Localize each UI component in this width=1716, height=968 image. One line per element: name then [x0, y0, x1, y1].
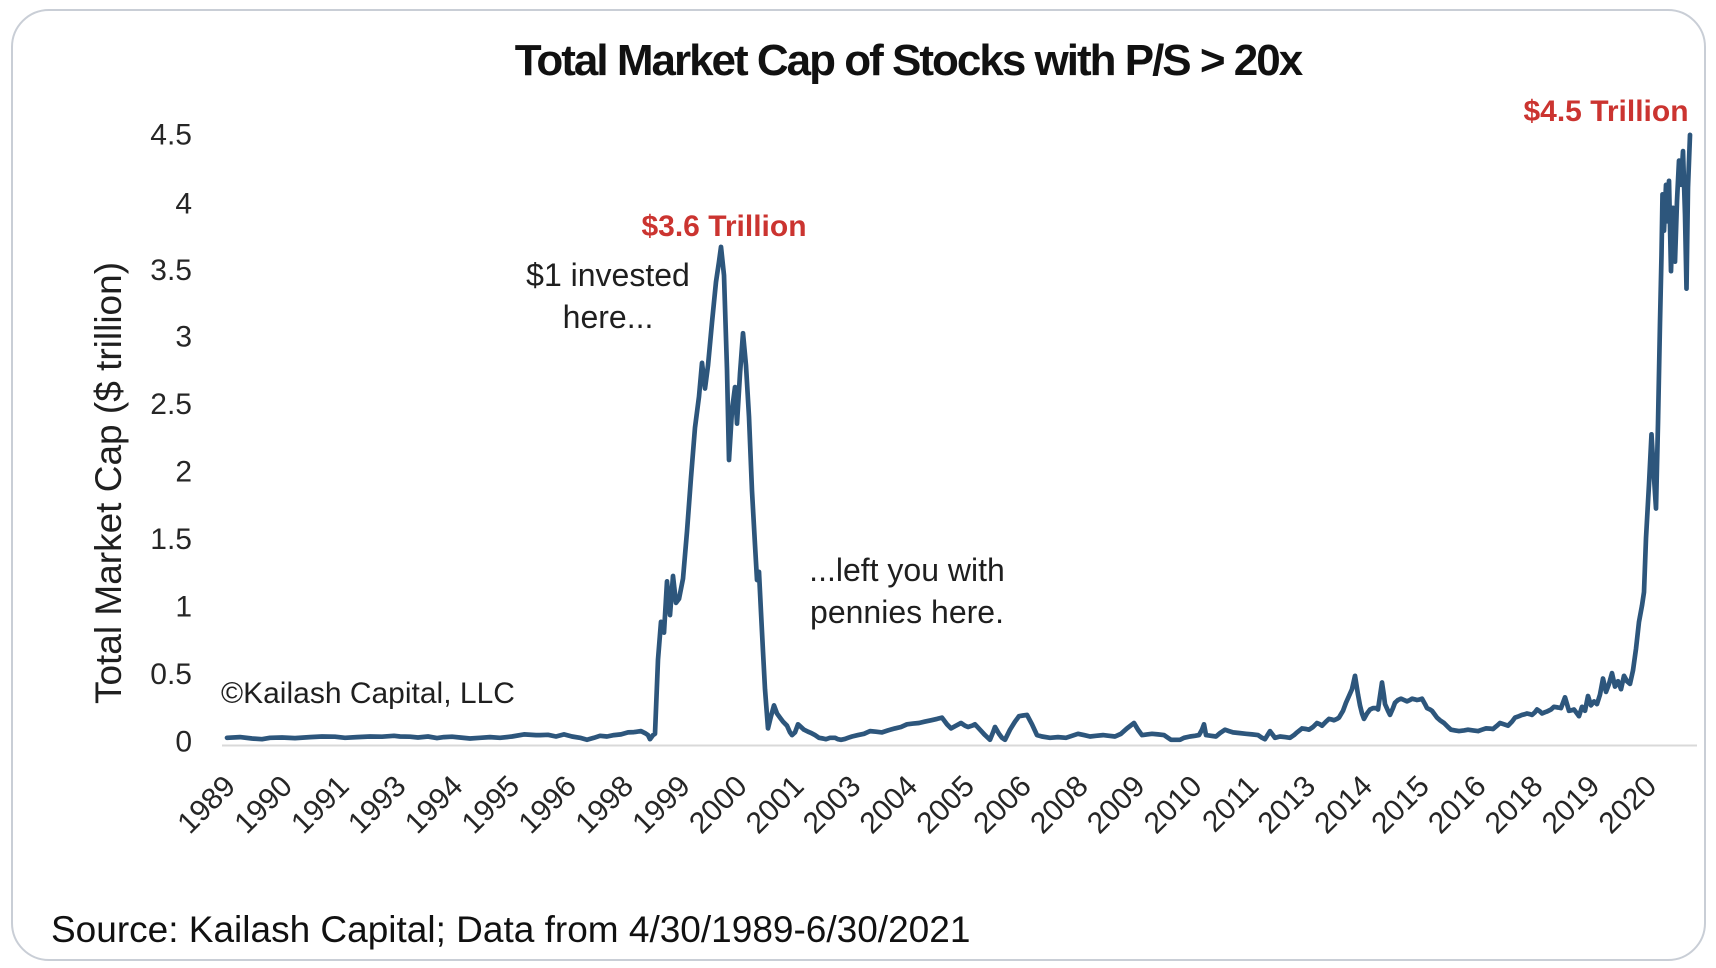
svg-text:Total Market Cap of Stocks wit: Total Market Cap of Stocks with P/S > 20… [515, 36, 1304, 85]
svg-text:2004: 2004 [854, 770, 925, 841]
svg-text:1991: 1991 [285, 770, 356, 841]
svg-text:2013: 2013 [1252, 770, 1323, 841]
svg-text:2006: 2006 [967, 770, 1038, 841]
svg-text:$4.5 Trillion: $4.5 Trillion [1523, 95, 1688, 128]
svg-text:3.5: 3.5 [150, 254, 192, 287]
svg-text:Total Market Cap ($ trillion): Total Market Cap ($ trillion) [88, 262, 129, 704]
svg-text:2011: 2011 [1196, 770, 1265, 839]
svg-text:2.5: 2.5 [150, 388, 192, 421]
svg-text:2003: 2003 [797, 770, 868, 841]
svg-text:0: 0 [175, 725, 192, 758]
svg-text:2019: 2019 [1536, 770, 1607, 841]
svg-text:©Kailash Capital, LLC: ©Kailash Capital, LLC [221, 677, 515, 710]
svg-text:3: 3 [175, 321, 192, 354]
svg-text:1: 1 [175, 591, 192, 624]
svg-text:2016: 2016 [1422, 770, 1493, 841]
svg-text:1999: 1999 [626, 770, 697, 841]
svg-text:1998: 1998 [569, 770, 640, 841]
svg-text:1995: 1995 [456, 770, 527, 841]
svg-text:2: 2 [175, 456, 192, 489]
svg-text:1990: 1990 [228, 770, 299, 841]
svg-text:0.5: 0.5 [150, 658, 192, 691]
svg-text:4.5: 4.5 [150, 118, 192, 151]
svg-text:1994: 1994 [399, 770, 470, 841]
svg-text:Source: Kailash Capital; Data: Source: Kailash Capital; Data from 4/30/… [51, 909, 970, 950]
svg-text:$3.6 Trillion: $3.6 Trillion [641, 210, 806, 243]
svg-text:here...: here... [563, 299, 654, 335]
svg-text:2009: 2009 [1081, 770, 1152, 841]
svg-text:2000: 2000 [683, 770, 754, 841]
svg-text:2020: 2020 [1593, 770, 1664, 841]
svg-text:2014: 2014 [1308, 770, 1379, 841]
svg-text:2001: 2001 [740, 770, 811, 841]
svg-text:pennies here.: pennies here. [810, 594, 1004, 630]
svg-text:2008: 2008 [1024, 770, 1095, 841]
svg-text:2015: 2015 [1365, 770, 1436, 841]
svg-text:1993: 1993 [342, 770, 413, 841]
svg-text:...left you with: ...left you with [809, 552, 1005, 588]
svg-text:2010: 2010 [1138, 770, 1209, 841]
svg-text:2005: 2005 [911, 770, 982, 841]
svg-text:1.5: 1.5 [150, 523, 192, 556]
svg-text:2018: 2018 [1479, 770, 1550, 841]
svg-text:1989: 1989 [171, 770, 242, 841]
svg-text:1996: 1996 [513, 770, 584, 841]
svg-text:$1 invested: $1 invested [526, 257, 690, 293]
svg-text:4: 4 [175, 188, 192, 221]
